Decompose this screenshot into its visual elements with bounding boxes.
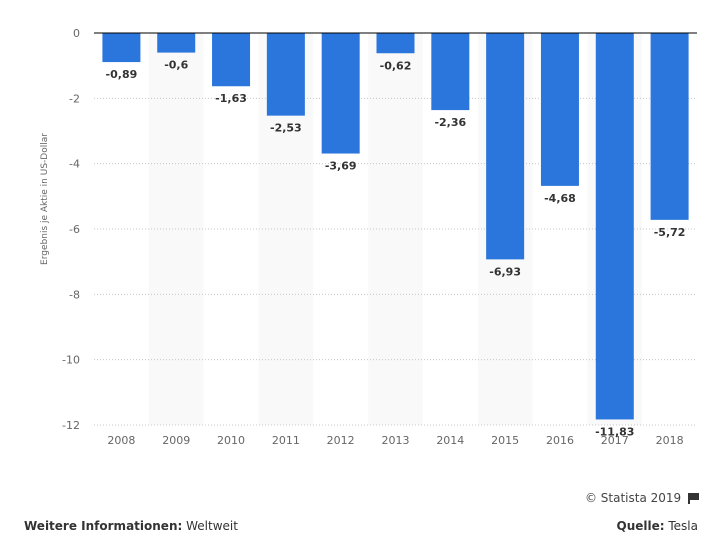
y-tick-label: 0 — [73, 27, 80, 40]
data-label: -3,69 — [325, 160, 357, 173]
y-tick-label: -2 — [69, 92, 80, 105]
bar-2016[interactable] — [540, 33, 579, 186]
x-tick-label: 2017 — [601, 434, 629, 447]
data-label: -0,62 — [380, 59, 412, 72]
bar-2017[interactable] — [595, 33, 634, 420]
bar-2009[interactable] — [157, 33, 196, 53]
x-tick-label: 2011 — [272, 434, 300, 447]
data-label: -4,68 — [544, 192, 576, 205]
further-information: Weitere Informationen: Weltweit — [24, 519, 238, 533]
info-label: Weitere Informationen: — [24, 519, 183, 533]
data-label: -1,63 — [215, 92, 247, 105]
bar-2008[interactable] — [102, 33, 141, 63]
bar-chart: 0 -2 -4 -6 -8 -10 -12 2008 2009 2010 2011 2012 2013… — [40, 27, 697, 447]
info-value: Weltweit — [186, 519, 238, 533]
bar-2011[interactable] — [266, 33, 305, 116]
source-label: Quelle: — [616, 519, 665, 533]
source: Quelle: Tesla — [617, 519, 699, 533]
data-label: -2,53 — [270, 122, 302, 135]
bar-2015[interactable] — [486, 33, 525, 260]
bar-2012[interactable] — [321, 33, 360, 154]
x-tick-label: 2012 — [327, 434, 355, 447]
source-value: Tesla — [668, 519, 698, 533]
y-tick-label: -10 — [62, 354, 80, 367]
y-tick-label: -4 — [69, 158, 80, 171]
data-label: -2,36 — [434, 116, 466, 129]
y-axis-label: Ergebnis je Aktie in US-Dollar — [40, 133, 50, 265]
copyright: © Statista 2019 — [584, 491, 699, 505]
bar-2018[interactable] — [650, 33, 689, 220]
y-tick-label: -8 — [69, 288, 80, 301]
x-tick-label: 2010 — [217, 434, 245, 447]
data-label: -0,89 — [106, 68, 138, 81]
x-tick-label: 2013 — [382, 434, 410, 447]
x-tick-label: 2014 — [436, 434, 464, 447]
x-tick-label: 2016 — [546, 434, 574, 447]
bar-2010[interactable] — [212, 33, 251, 87]
y-tick-label: -12 — [62, 419, 80, 432]
copyright-text: © Statista 2019 — [584, 491, 682, 505]
x-tick-label: 2008 — [107, 434, 135, 447]
data-label: -0,6 — [164, 59, 188, 72]
data-label: -6,93 — [489, 265, 521, 278]
y-tick-label: -6 — [69, 223, 80, 236]
x-tick-label: 2009 — [162, 434, 190, 447]
x-tick-label: 2018 — [656, 434, 684, 447]
bar-2013[interactable] — [376, 33, 415, 54]
x-tick-label: 2015 — [491, 434, 519, 447]
bar-2014[interactable] — [431, 33, 470, 111]
column-band — [368, 33, 423, 425]
data-label: -5,72 — [654, 226, 686, 239]
data-label: -11,83 — [595, 425, 634, 438]
flag-icon[interactable] — [688, 493, 699, 504]
